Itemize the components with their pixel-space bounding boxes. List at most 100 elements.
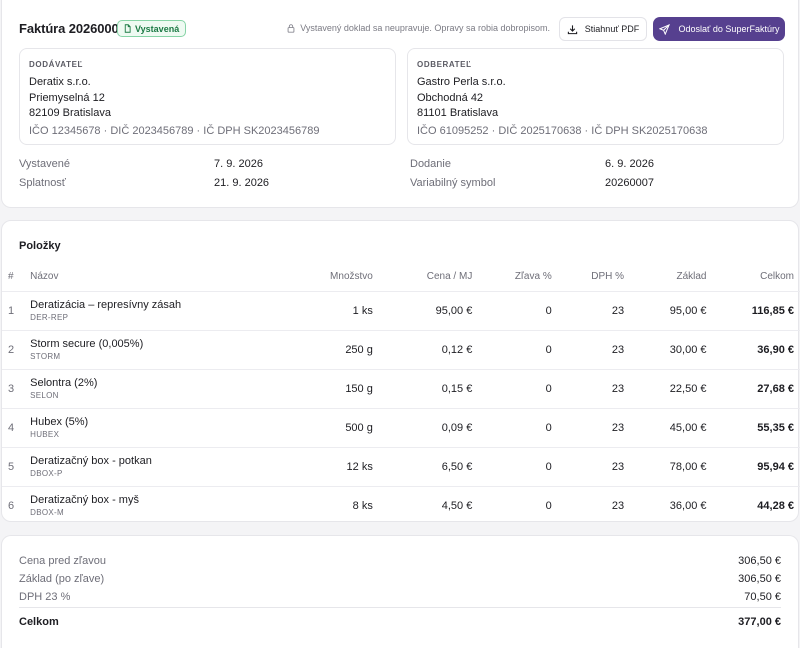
send-icon xyxy=(658,23,670,35)
row-price: 0,09 € xyxy=(372,407,473,447)
vat-value: 70,50 € xyxy=(744,591,781,603)
table-row: 4 Hubex (5%) HUBEX 500 g 0,09 € 0 23 45,… xyxy=(2,407,800,447)
row-base: 78,00 € xyxy=(624,446,707,486)
row-base: 22,50 € xyxy=(624,368,707,408)
delivery-label: Dodanie xyxy=(410,158,451,170)
row-total: 27,68 € xyxy=(706,368,800,408)
row-vat: 23 xyxy=(551,368,625,408)
row-vat: 23 xyxy=(551,485,625,525)
row-name: Storm secure (0,005%) xyxy=(30,338,144,350)
col-qty: Množstvo xyxy=(330,270,373,282)
row-qty: 500 g xyxy=(231,407,373,447)
row-vat: 23 xyxy=(551,446,625,486)
row-base: 45,00 € xyxy=(624,407,707,447)
col-num: # xyxy=(8,270,14,282)
row-name-cell: Hubex (5%) HUBEX xyxy=(30,407,232,447)
total-value: 377,00 € xyxy=(738,616,781,628)
table-row: 1 Deratizácia – represívny zásah DER-REP… xyxy=(2,290,800,330)
due-value: 21. 9. 2026 xyxy=(214,177,270,189)
row-vat: 23 xyxy=(551,407,625,447)
due-label: Splatnosť xyxy=(19,177,66,189)
items-card: Položky # Názov Množstvo Cena / MJ Zľava… xyxy=(1,220,800,525)
summary-total: Celkom 377,00 € xyxy=(19,616,781,628)
col-price: Cena / MJ xyxy=(426,270,473,282)
supplier-box: DODÁVATEĽ Deratix s.r.o. Priemyselná 12 … xyxy=(19,48,396,145)
row-name: Deratizačný box - myš xyxy=(30,494,139,507)
row-discount: 0 xyxy=(472,485,552,525)
download-icon xyxy=(567,24,577,34)
row-price: 95,00 € xyxy=(372,290,473,330)
lock-note-text: Vystavený doklad sa neupravuje. Opravy s… xyxy=(300,23,550,33)
row-name: Selontra (2%) xyxy=(30,377,98,389)
supplier-label: DODÁVATEĽ xyxy=(29,60,83,69)
row-total: 55,35 € xyxy=(706,407,800,447)
table-row: 6 Deratizačný box - myš DBOX-M 8 ks 4,50… xyxy=(2,485,800,525)
summary-base: Základ (po zľave) 306,50 € xyxy=(19,573,781,585)
table-row: 2 Storm secure (0,005%) STORM 250 g 0,12… xyxy=(2,329,800,369)
invoice-header-card: Faktúra 20260007 Vystavená Vystavený dok… xyxy=(1,0,799,208)
row-vat: 23 xyxy=(551,290,625,330)
row-price: 6,50 € xyxy=(372,446,473,486)
customer-name: Gastro Perla s.r.o. xyxy=(417,76,506,88)
send-superfaktura-button[interactable]: Odoslať do SuperFaktúry xyxy=(653,17,785,41)
row-num: 2 xyxy=(2,329,31,369)
total-label: Celkom xyxy=(19,616,59,628)
row-discount: 0 xyxy=(472,446,552,486)
document-icon xyxy=(124,24,131,33)
send-superfaktura-label: Odoslať do SuperFaktúry xyxy=(678,24,780,34)
row-qty: 150 g xyxy=(231,368,373,408)
row-num: 4 xyxy=(2,407,31,447)
col-name: Názov xyxy=(30,270,59,282)
base-value: 306,50 € xyxy=(738,573,781,585)
issued-label: Vystavené xyxy=(19,158,70,170)
variable-symbol-label: Variabilný symbol xyxy=(410,177,496,189)
row-total: 44,28 € xyxy=(706,485,800,525)
row-num: 6 xyxy=(2,485,31,525)
base-label: Základ (po zľave) xyxy=(19,573,105,585)
row-base: 36,00 € xyxy=(624,485,707,525)
invoice-title: Faktúra 20260007 xyxy=(19,21,126,36)
items-header-row: # Názov Množstvo Cena / MJ Zľava % DPH %… xyxy=(2,262,800,291)
row-name: Hubex (5%) xyxy=(30,416,89,428)
row-qty: 8 ks xyxy=(231,485,373,525)
supplier-city: 82109 Bratislava xyxy=(29,107,111,119)
table-row: 3 Selontra (2%) SELON 150 g 0,15 € 0 23 … xyxy=(2,368,800,408)
row-vat: 23 xyxy=(551,329,625,369)
customer-box: ODBERATEĽ Gastro Perla s.r.o. Obchodná 4… xyxy=(407,48,784,145)
row-code: DER-REP xyxy=(30,313,69,322)
issued-value: 7. 9. 2026 xyxy=(214,158,263,170)
lock-icon xyxy=(287,24,295,33)
row-price: 0,15 € xyxy=(372,368,473,408)
row-price: 0,12 € xyxy=(372,329,473,369)
col-total: Celkom xyxy=(760,270,794,282)
download-pdf-label: Stiahnuť PDF xyxy=(584,24,640,34)
customer-label: ODBERATEĽ xyxy=(417,60,472,69)
row-code: SELON xyxy=(30,391,59,400)
summary-vat: DPH 23 % 70,50 € xyxy=(19,591,781,603)
row-qty: 1 ks xyxy=(231,290,373,330)
row-name: Deratizačný box - potkan xyxy=(30,455,152,467)
row-discount: 0 xyxy=(472,290,552,330)
row-num: 5 xyxy=(2,446,31,486)
row-discount: 0 xyxy=(472,329,552,369)
customer-ids: IČO 61095252 · DIČ 2025170638 · IČ DPH S… xyxy=(417,124,708,137)
lock-note: Vystavený doklad sa neupravuje. Opravy s… xyxy=(286,23,550,33)
row-code: DBOX-M xyxy=(30,508,64,518)
col-vat: DPH % xyxy=(591,270,625,282)
supplier-name: Deratix s.r.o. xyxy=(29,76,91,88)
row-qty: 250 g xyxy=(231,329,373,369)
summary-divider xyxy=(19,607,781,608)
row-name: Deratizácia – represívny zásah xyxy=(30,299,182,311)
row-total: 95,94 € xyxy=(706,446,800,486)
status-badge: Vystavená xyxy=(117,20,187,37)
row-name-cell: Deratizačný box - potkan DBOX-P xyxy=(30,446,232,486)
variable-symbol-value: 20260007 xyxy=(605,177,654,189)
summary-card: Cena pred zľavou 306,50 € Základ (po zľa… xyxy=(1,535,799,648)
row-base: 95,00 € xyxy=(624,290,707,330)
row-qty: 12 ks xyxy=(231,446,373,486)
download-pdf-button[interactable]: Stiahnuť PDF xyxy=(559,17,647,41)
summary-before-discount: Cena pred zľavou 306,50 € xyxy=(19,555,781,567)
row-code: STORM xyxy=(30,352,61,361)
col-base: Základ xyxy=(676,270,707,282)
supplier-ids: IČO 12345678 · DIČ 2023456789 · IČ DPH S… xyxy=(29,124,320,137)
